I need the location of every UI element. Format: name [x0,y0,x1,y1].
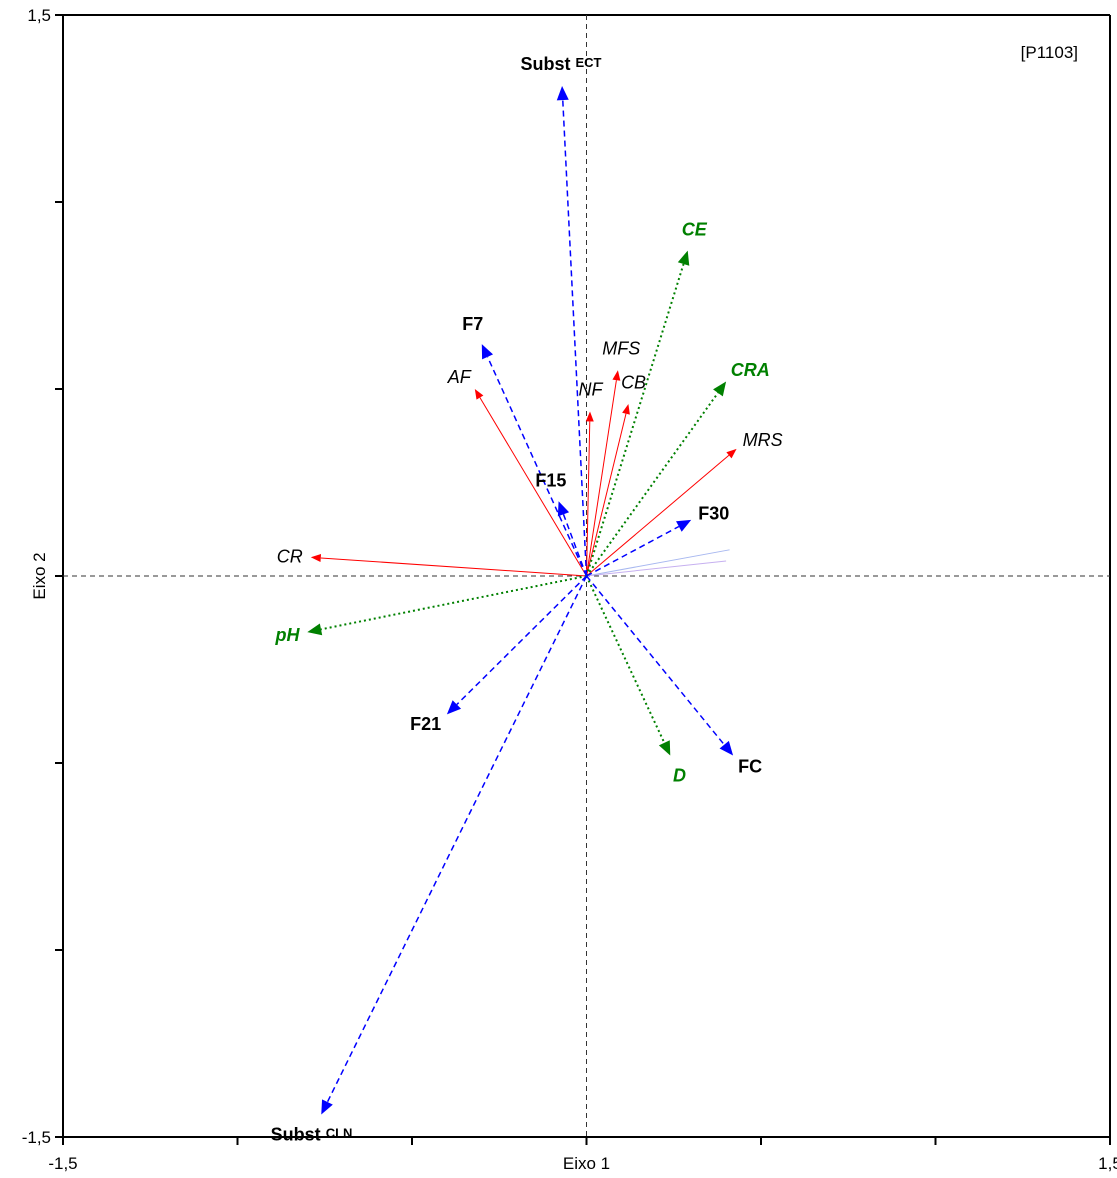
y-tick-label: -1,5 [22,1128,51,1147]
label-cra: CRA [731,360,770,380]
vector-d [585,575,666,744]
vector-subst-ect [562,100,588,577]
arrowhead-subst-ect [556,86,569,101]
arrowhead-cra [713,381,727,397]
vector-cr [320,557,587,577]
vector-af [479,397,587,577]
label-mfs: MFS [602,339,640,359]
vector-mfs [586,380,617,577]
arrowhead-f30 [676,519,692,532]
y-axis-title: Eixo 2 [30,552,49,599]
label-subst-ect: Subst ECT [520,54,601,74]
label-d: D [673,765,686,785]
arrowhead-nf [585,411,594,422]
vector-ph [320,575,587,631]
x-tick-label: -1,5 [48,1154,77,1173]
x-tick-label: 1,5 [1098,1154,1117,1173]
vectors [307,86,737,1115]
arrowhead-fc [719,740,734,756]
arrowhead-f15 [557,501,570,517]
vector-nf [586,421,591,577]
label-cr: CR [277,546,303,566]
arrowhead-f21 [446,700,462,715]
arrowhead-mrs [726,448,737,459]
label-af: AF [447,367,472,387]
label-nf: NF [578,379,603,399]
label-fc: FC [738,756,762,776]
vector-fc [585,575,725,746]
vector-f15 [562,514,588,577]
arrowhead-f7 [481,344,494,360]
vector-cb [586,413,627,577]
label-ce: CE [682,220,708,240]
label-ph: pH [274,625,300,645]
arrowhead-d [658,740,671,756]
vector-f30 [586,525,680,577]
label-f30: F30 [698,503,729,523]
faint-line [586,560,727,577]
arrowhead-cb [622,403,630,415]
arrowhead-cr [310,553,322,562]
vector-mrs [586,454,730,577]
faint-line [586,549,730,577]
arrowhead-subst-cln [321,1099,333,1115]
arrowhead-ph [307,623,323,636]
label-f7: F7 [462,314,483,334]
vector-ce [585,263,685,577]
label-f15: F15 [535,471,566,491]
label-mrs: MRS [743,430,783,450]
y-tick-label: 1,5 [27,6,51,25]
label-subst-cln: Subst CLN [271,1124,353,1144]
label-f21: F21 [410,714,441,734]
corner-label: [P1103] [1021,43,1078,62]
x-axis-title: Eixo 1 [563,1154,610,1173]
arrowhead-af [474,389,484,400]
vector-cra [585,392,719,577]
label-cb: CB [621,373,646,393]
arrowhead-ce [677,250,690,266]
axis-ticks: -1,5 1,5 1,5 -1,5 [22,6,1117,1173]
vector-subst-cln [326,575,588,1103]
vector-f21 [456,575,588,706]
vector-f7 [486,356,588,577]
arrowhead-mfs [612,370,621,381]
vector-labels: CR AF NF MFS CB MRS CE CRA pH D Subst ECT F7 F15 F30 F2… [271,54,783,1144]
